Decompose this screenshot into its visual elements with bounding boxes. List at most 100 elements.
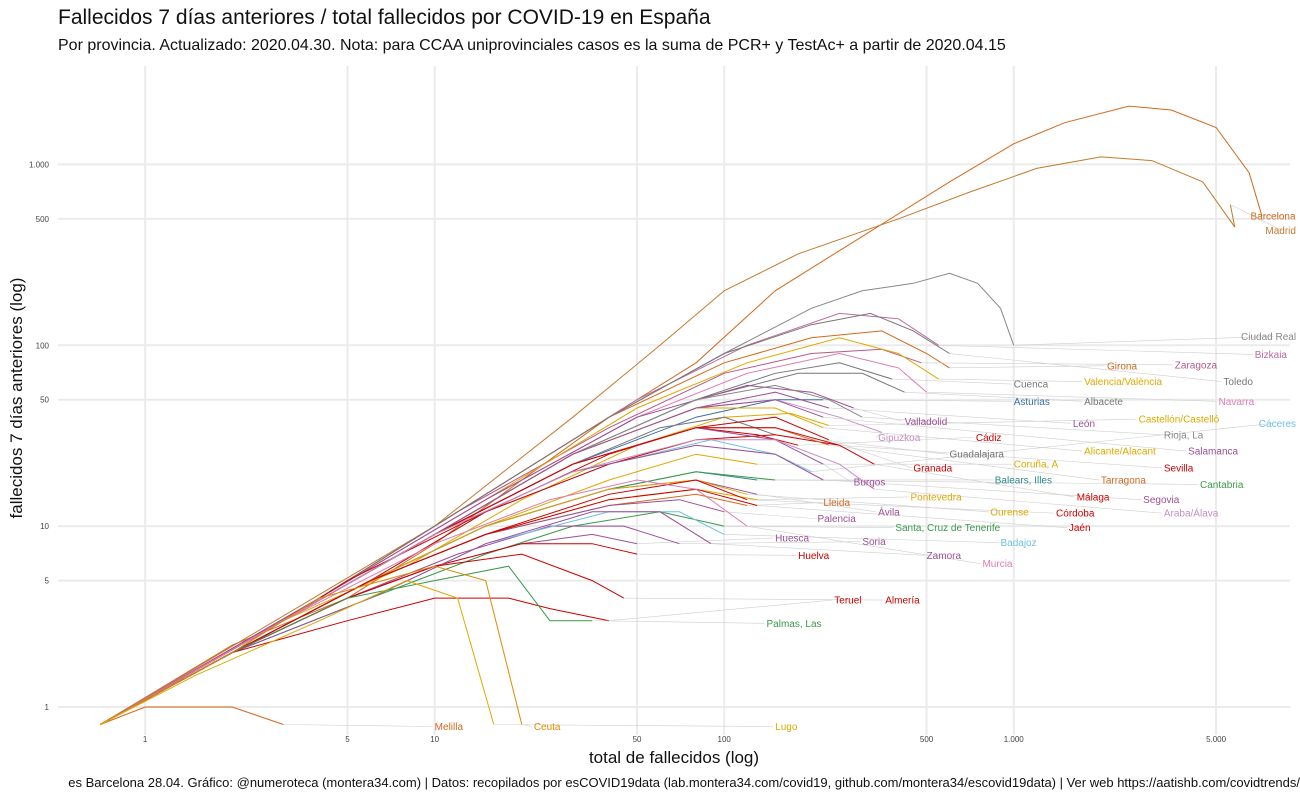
x-axis-title: total de fallecidos (log) bbox=[589, 748, 759, 767]
y-tick-label: 1.000 bbox=[29, 160, 50, 169]
label-leader-line bbox=[823, 463, 852, 483]
series-line bbox=[100, 479, 758, 725]
series-label: León bbox=[1073, 419, 1095, 430]
label-leader-line bbox=[862, 416, 1162, 436]
series-label: Madrid bbox=[1265, 226, 1296, 237]
label-leader-line bbox=[904, 391, 1083, 402]
series-label: Teruel bbox=[834, 596, 861, 607]
series-label: Asturias bbox=[1014, 397, 1050, 408]
series-label: Ceuta bbox=[534, 722, 561, 733]
series-label: Cuenca bbox=[1014, 380, 1049, 391]
series-label: Granada bbox=[913, 463, 952, 474]
series-label: Córdoba bbox=[1056, 509, 1095, 520]
series-label: Bizkaia bbox=[1255, 350, 1288, 361]
series-label: Castellón/Castelló bbox=[1139, 415, 1220, 426]
label-leader-line bbox=[679, 541, 861, 544]
series-label: Cádiz bbox=[976, 433, 1002, 444]
series-label: Santa, Cruz de Tenerife bbox=[895, 523, 1000, 534]
label-leader-line bbox=[828, 418, 1137, 426]
x-tick-label: 5 bbox=[345, 735, 350, 744]
label-leader-line bbox=[757, 505, 1067, 529]
label-leader-line bbox=[747, 493, 989, 513]
x-tick-label: 100 bbox=[718, 735, 732, 744]
y-tick-label: 50 bbox=[40, 396, 49, 405]
label-leader-line bbox=[828, 407, 1071, 424]
series-line bbox=[100, 706, 284, 725]
series-label: Cantabria bbox=[1200, 480, 1244, 491]
series-label: Pontevedra bbox=[910, 492, 962, 503]
x-tick-label: 10 bbox=[430, 735, 439, 744]
series-label: Navarra bbox=[1219, 397, 1255, 408]
series-label: Araba/Álava bbox=[1164, 507, 1219, 520]
label-leader-line bbox=[823, 416, 1187, 452]
series-label: Murcia bbox=[982, 559, 1012, 570]
series-label: Alicante/Alacant bbox=[1084, 447, 1156, 458]
label-leader-line bbox=[823, 399, 1012, 402]
grid-lines bbox=[58, 66, 1290, 735]
series-label: Melilla bbox=[435, 722, 464, 733]
series-lines bbox=[100, 105, 1283, 727]
series-line bbox=[100, 479, 748, 725]
series-label: Huesca bbox=[775, 533, 809, 544]
series-line bbox=[100, 453, 758, 725]
series-line bbox=[100, 525, 680, 725]
label-leader-line bbox=[724, 534, 999, 543]
y-tick-label: 500 bbox=[36, 215, 50, 224]
label-leader-line bbox=[608, 599, 833, 621]
y-tick-label: 5 bbox=[45, 577, 50, 586]
series-line bbox=[100, 312, 939, 725]
label-leader-line bbox=[823, 427, 1083, 452]
label-leader-line bbox=[747, 502, 822, 506]
series-label: Almería bbox=[885, 596, 920, 607]
series-label: Cáceres bbox=[1259, 419, 1296, 430]
series-line bbox=[100, 565, 523, 725]
series-label: Gipuzkoa bbox=[878, 433, 921, 444]
series-line bbox=[100, 597, 610, 725]
label-leader-line bbox=[724, 511, 816, 519]
label-leader-line bbox=[724, 525, 894, 529]
label-leader-line bbox=[747, 525, 981, 564]
series-label: Guadalajara bbox=[949, 450, 1004, 461]
series-label: Palmas, Las bbox=[767, 619, 822, 630]
label-leader-line bbox=[828, 439, 912, 469]
series-line bbox=[100, 580, 495, 725]
series-label: Valencia/València bbox=[1084, 377, 1162, 388]
series-label: Soria bbox=[862, 537, 886, 548]
series-line bbox=[100, 399, 882, 725]
series-label: Málaga bbox=[1077, 492, 1110, 503]
series-label: Zamora bbox=[927, 551, 962, 562]
x-tick-label: 500 bbox=[920, 735, 934, 744]
series-label: Ourense bbox=[990, 507, 1029, 518]
series-line bbox=[100, 330, 950, 725]
x-tick-label: 1 bbox=[143, 735, 148, 744]
series-label: Rioja, La bbox=[1164, 430, 1204, 441]
chart-subtitle: Por provincia. Actualizado: 2020.04.30. … bbox=[58, 37, 1006, 54]
series-line bbox=[100, 543, 638, 725]
series-line bbox=[100, 479, 748, 725]
series-label: Balears, Illes bbox=[995, 475, 1052, 486]
label-leader-line bbox=[493, 724, 774, 727]
series-label: Coruña, A bbox=[1014, 460, 1059, 471]
series-label: Badajoz bbox=[1000, 538, 1036, 549]
label-leader-line bbox=[1013, 336, 1274, 346]
label-leader-line bbox=[1230, 204, 1283, 231]
series-label: Girona bbox=[1107, 361, 1137, 372]
series-label: Burgos bbox=[854, 478, 886, 489]
label-leader-line bbox=[938, 344, 1253, 355]
series-label: Albacete bbox=[1084, 397, 1123, 408]
label-leader-line bbox=[710, 543, 925, 556]
series-label: Palencia bbox=[817, 514, 856, 525]
y-tick-label: 100 bbox=[36, 341, 50, 350]
label-leader-line bbox=[592, 620, 765, 624]
label-leader-line bbox=[949, 365, 1106, 369]
series-label: Huelva bbox=[798, 551, 830, 562]
x-axis-ticks: 1 5 10 50 100 500 1.000 5.000 bbox=[143, 735, 1227, 744]
label-leader-line bbox=[747, 499, 1055, 514]
series-line bbox=[100, 105, 1263, 725]
series-label: Ávila bbox=[878, 505, 900, 518]
series-label: Valladolid bbox=[905, 417, 948, 428]
series-line bbox=[100, 439, 875, 725]
series-label: Salamanca bbox=[1188, 447, 1238, 458]
series-line bbox=[100, 407, 824, 725]
